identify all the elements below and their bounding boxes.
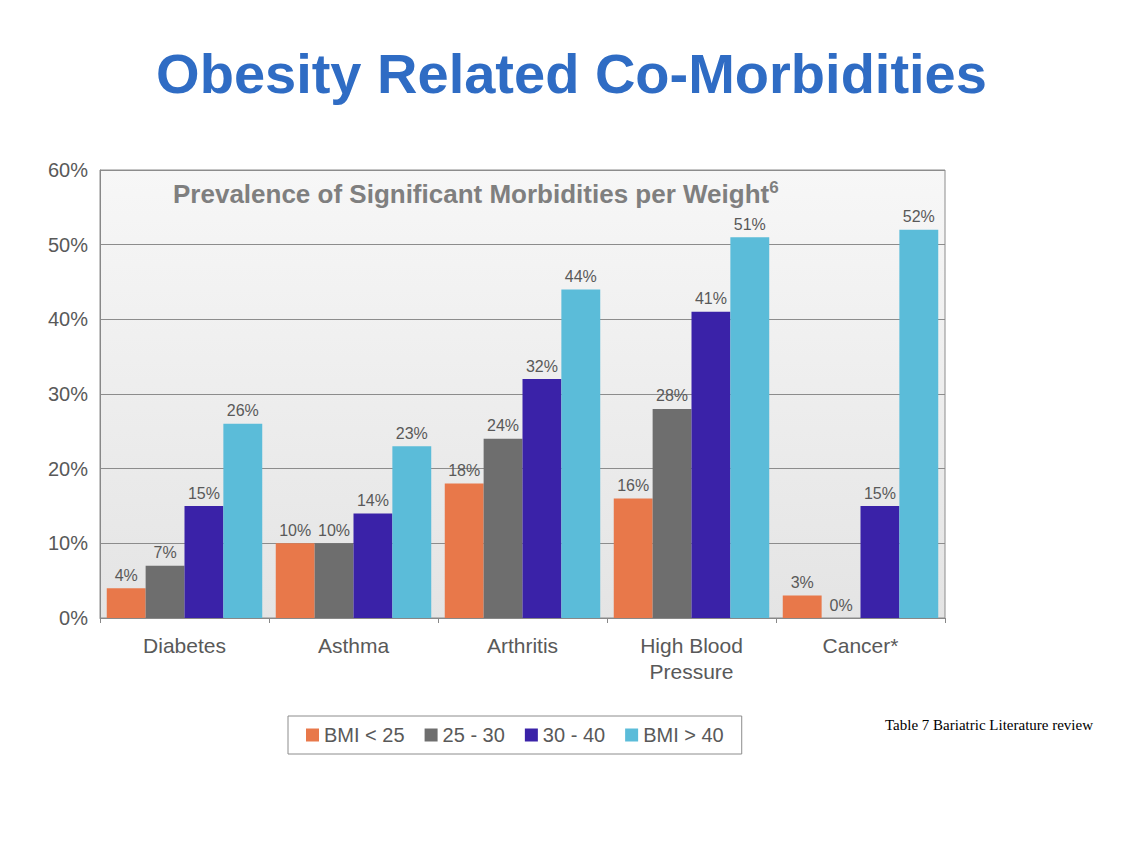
svg-text:Obesity Related Co-Morbidities: Obesity Related Co-Morbidities xyxy=(156,42,987,105)
svg-text:52%: 52% xyxy=(903,208,935,225)
svg-text:41%: 41% xyxy=(695,290,727,307)
svg-text:14%: 14% xyxy=(357,492,389,509)
svg-text:28%: 28% xyxy=(656,387,688,404)
svg-text:BMI > 40: BMI > 40 xyxy=(643,724,724,746)
svg-text:7%: 7% xyxy=(154,544,177,561)
svg-text:60%: 60% xyxy=(48,159,88,181)
svg-text:0%: 0% xyxy=(59,607,88,629)
svg-text:BMI < 25: BMI < 25 xyxy=(324,724,405,746)
svg-text:23%: 23% xyxy=(396,425,428,442)
svg-text:51%: 51% xyxy=(734,216,766,233)
svg-text:High Blood: High Blood xyxy=(640,634,743,657)
svg-text:10%: 10% xyxy=(48,532,88,554)
svg-text:32%: 32% xyxy=(526,358,558,375)
svg-text:6: 6 xyxy=(769,178,778,197)
svg-text:Diabetes: Diabetes xyxy=(143,634,226,657)
svg-text:18%: 18% xyxy=(448,462,480,479)
svg-text:16%: 16% xyxy=(617,477,649,494)
svg-text:Asthma: Asthma xyxy=(318,634,390,657)
svg-text:15%: 15% xyxy=(188,485,220,502)
svg-text:44%: 44% xyxy=(565,268,597,285)
svg-text:3%: 3% xyxy=(791,574,814,591)
svg-text:26%: 26% xyxy=(227,402,259,419)
svg-text:10%: 10% xyxy=(279,522,311,539)
svg-text:15%: 15% xyxy=(864,485,896,502)
svg-text:30%: 30% xyxy=(48,383,88,405)
svg-text:Prevalence of Significant Morb: Prevalence of Significant Morbidities pe… xyxy=(173,179,770,209)
svg-text:Pressure: Pressure xyxy=(649,660,733,683)
svg-text:25 - 30: 25 - 30 xyxy=(443,724,505,746)
svg-text:0%: 0% xyxy=(830,597,853,614)
svg-text:4%: 4% xyxy=(115,567,138,584)
svg-text:30 - 40: 30 - 40 xyxy=(543,724,605,746)
svg-text:Table 7 Bariatric Literature r: Table 7 Bariatric Literature review xyxy=(885,717,1093,733)
svg-text:20%: 20% xyxy=(48,458,88,480)
svg-text:24%: 24% xyxy=(487,417,519,434)
svg-text:Arthritis: Arthritis xyxy=(487,634,558,657)
svg-text:40%: 40% xyxy=(48,308,88,330)
svg-text:10%: 10% xyxy=(318,522,350,539)
svg-text:Cancer*: Cancer* xyxy=(823,634,899,657)
svg-text:50%: 50% xyxy=(48,234,88,256)
